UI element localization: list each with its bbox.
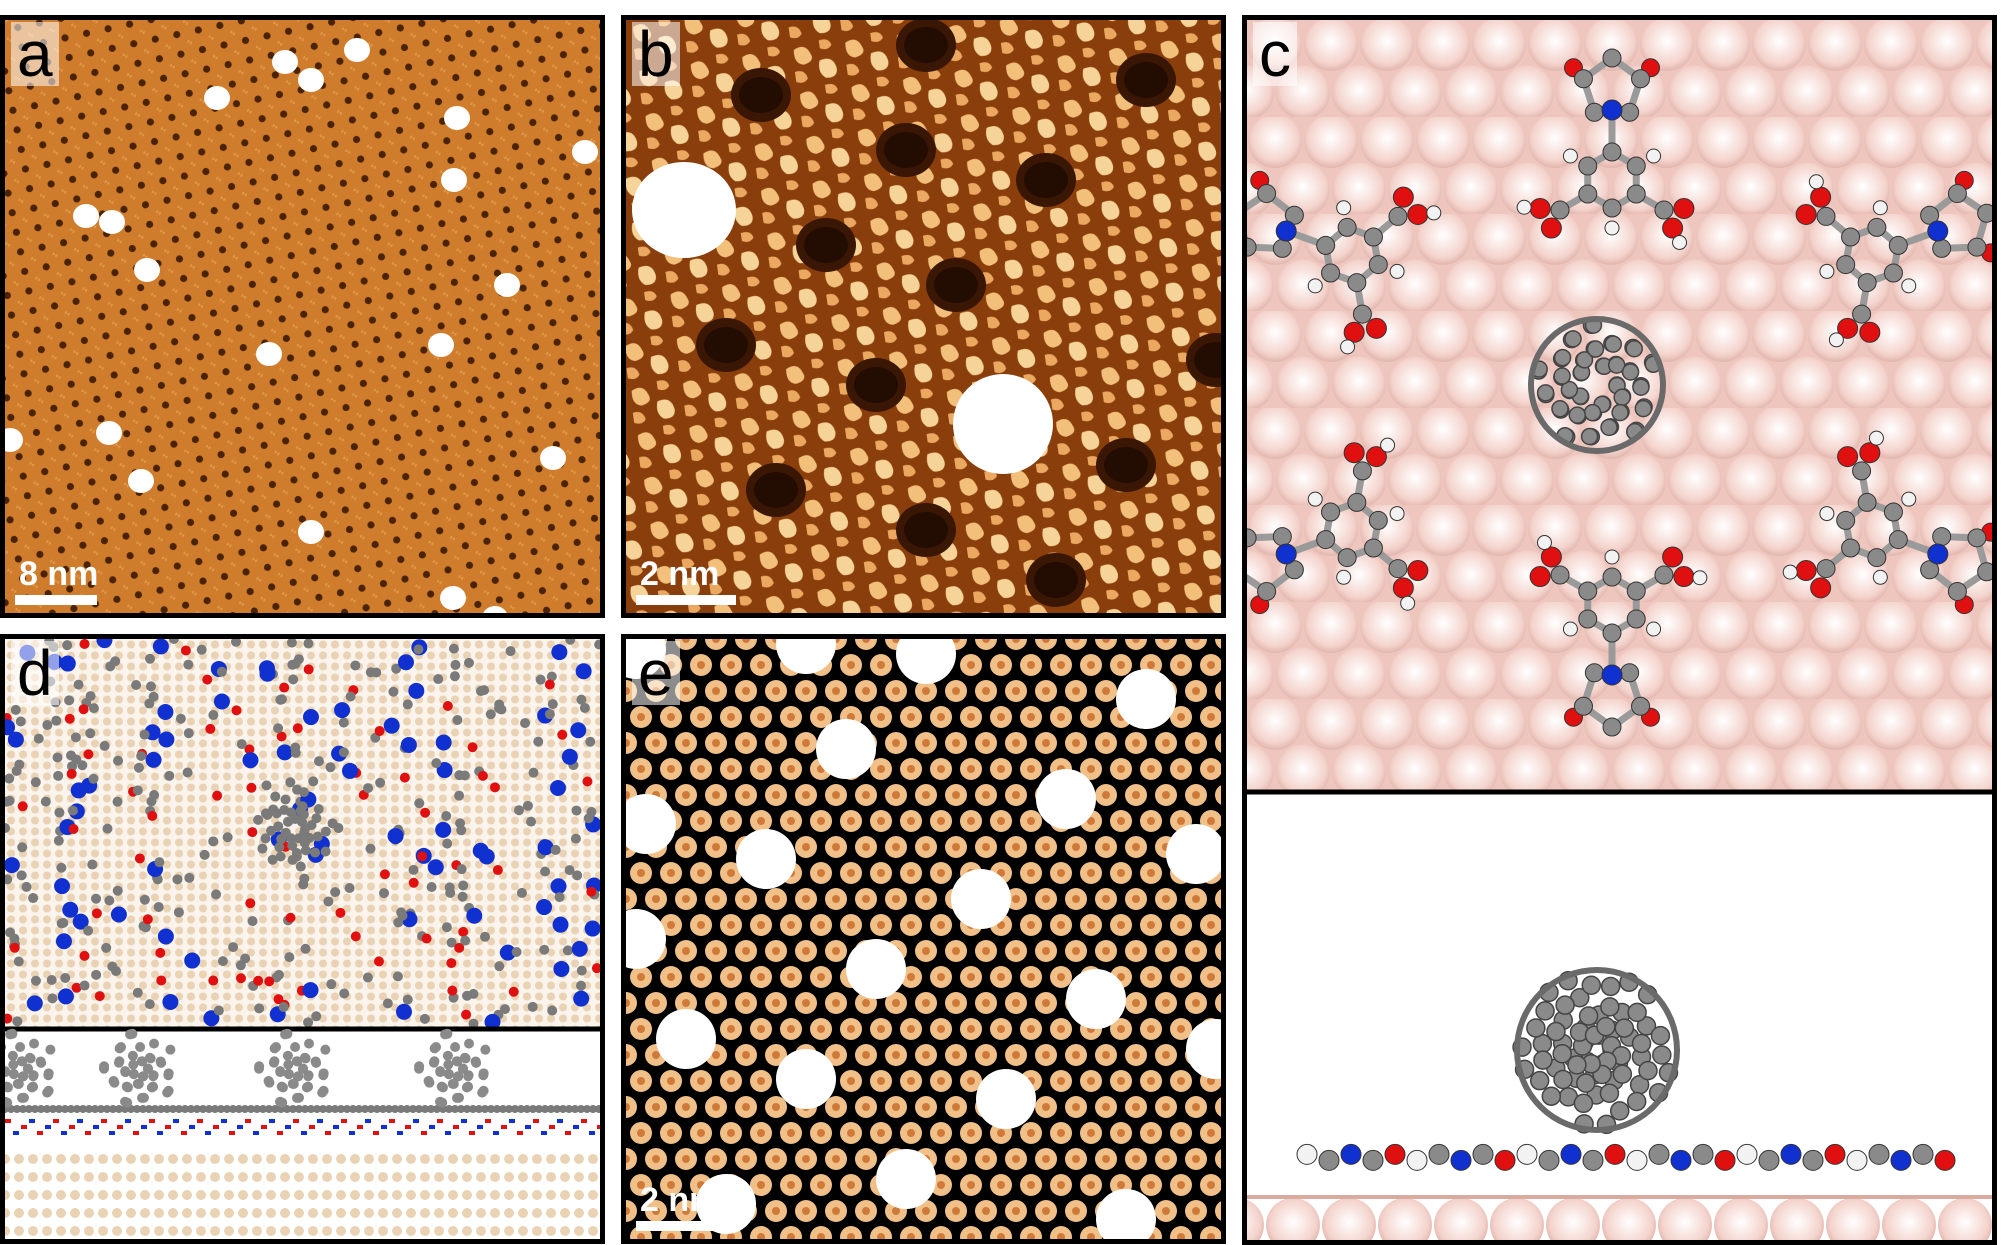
panel-label-e: e	[632, 641, 680, 705]
scale-bar-a: 8 nm	[15, 557, 98, 605]
panel-d-dft-model: d	[0, 634, 605, 1244]
panel-label-a: a	[11, 22, 59, 86]
scale-bar-line-e	[636, 1221, 736, 1231]
panel-label-b: b	[632, 22, 680, 86]
panel-c-molecular-model: c	[1242, 15, 1997, 1245]
panel-label-c: c	[1253, 22, 1297, 86]
scale-bar-b: 2 nm	[636, 557, 736, 605]
dft-model-image	[5, 639, 600, 1239]
molecular-model-image	[1247, 20, 1992, 1240]
scale-bar-text-b: 2 nm	[640, 555, 720, 593]
simulated-stm-image	[626, 639, 1221, 1239]
panel-b-stm-zoom: b 2 nm	[621, 15, 1226, 618]
scale-bar-line-b	[636, 595, 736, 605]
stm-overview-image	[5, 20, 600, 613]
panel-a-stm-overview: a 8 nm	[0, 15, 605, 618]
scale-bar-e: 2 nm	[636, 1183, 736, 1231]
scale-bar-text-a: 8 nm	[19, 555, 99, 593]
stm-zoom-image	[626, 20, 1221, 613]
scale-bar-text-e: 2 nm	[640, 1181, 720, 1219]
scale-bar-line-a	[15, 595, 97, 605]
panel-e-simulated-stm: e 2 nm	[621, 634, 1226, 1244]
panel-label-d: d	[11, 641, 59, 705]
